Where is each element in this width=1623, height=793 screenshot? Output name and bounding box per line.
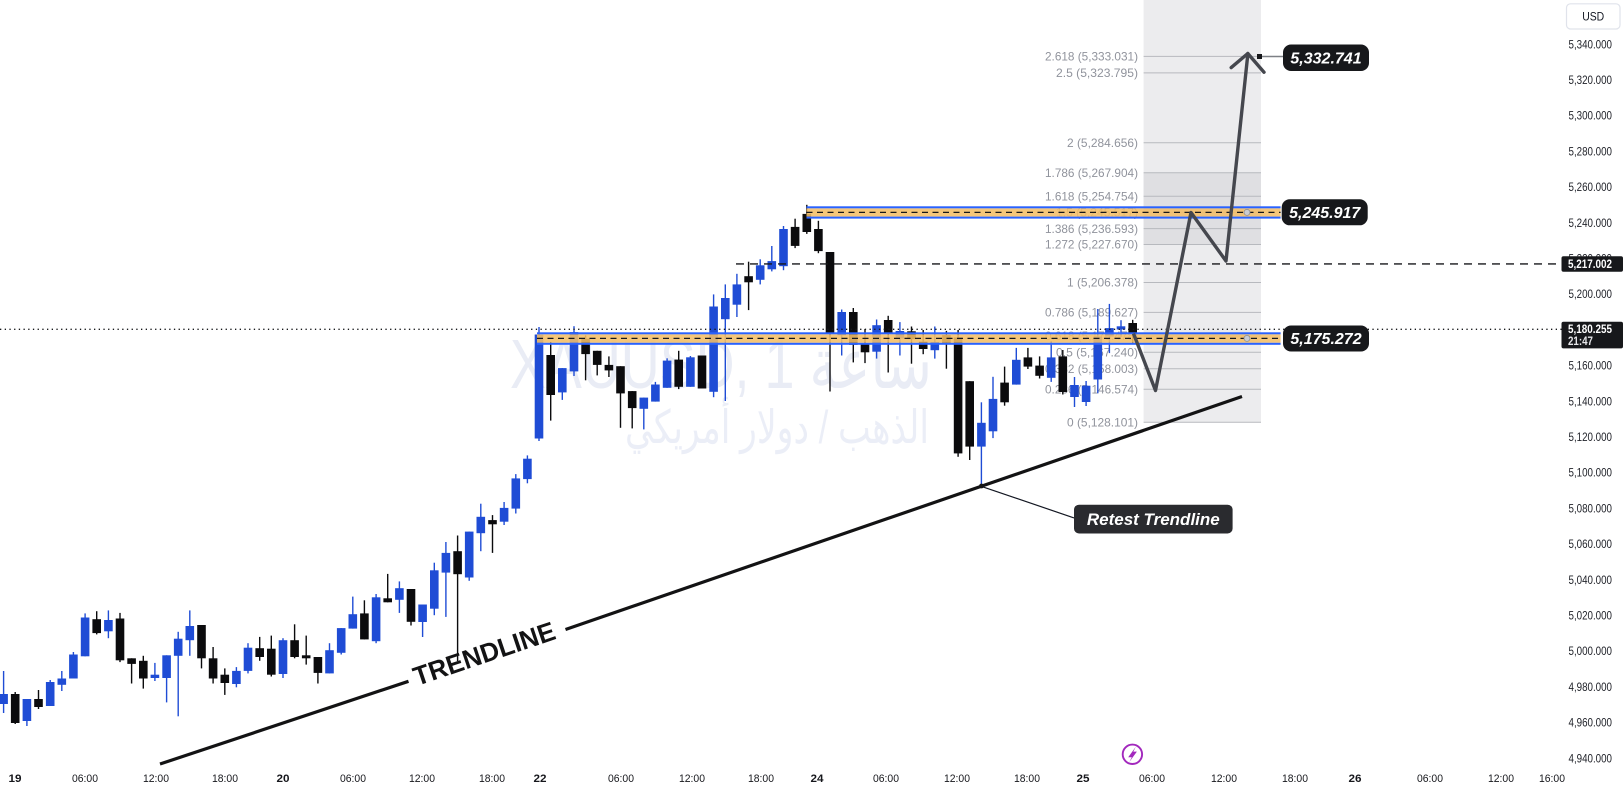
svg-text:12:00: 12:00	[679, 773, 705, 785]
svg-text:1 (5,206.378): 1 (5,206.378)	[1067, 276, 1138, 290]
svg-text:5,217.002: 5,217.002	[1568, 257, 1612, 271]
svg-text:2.5 (5,323.795): 2.5 (5,323.795)	[1056, 66, 1138, 80]
svg-text:5,080.000: 5,080.000	[1569, 501, 1613, 515]
svg-text:2 (5,284.656): 2 (5,284.656)	[1067, 136, 1138, 150]
svg-text:5,320.000: 5,320.000	[1569, 73, 1613, 87]
svg-text:12:00: 12:00	[944, 773, 970, 785]
svg-text:5,000.000: 5,000.000	[1569, 644, 1613, 658]
svg-text:06:00: 06:00	[340, 773, 366, 785]
svg-text:22: 22	[534, 773, 547, 785]
svg-text:5,040.000: 5,040.000	[1569, 573, 1613, 587]
svg-text:2.618 (5,333.031): 2.618 (5,333.031)	[1045, 50, 1138, 64]
svg-text:5,160.000: 5,160.000	[1569, 359, 1613, 373]
svg-text:06:00: 06:00	[873, 773, 899, 785]
svg-text:5,240.000: 5,240.000	[1569, 216, 1613, 230]
svg-text:0.786 (5,189.627): 0.786 (5,189.627)	[1045, 306, 1138, 320]
svg-text:06:00: 06:00	[608, 773, 634, 785]
svg-text:06:00: 06:00	[1139, 773, 1165, 785]
svg-text:18:00: 18:00	[748, 773, 774, 785]
svg-text:18:00: 18:00	[479, 773, 505, 785]
svg-text:5,175.272: 5,175.272	[1290, 331, 1361, 348]
svg-text:19: 19	[9, 773, 22, 785]
svg-text:1.272 (5,227.670): 1.272 (5,227.670)	[1045, 238, 1138, 252]
svg-text:5,300.000: 5,300.000	[1569, 109, 1613, 123]
svg-text:18:00: 18:00	[212, 773, 238, 785]
svg-text:5,332.741: 5,332.741	[1290, 51, 1361, 68]
svg-text:21:47: 21:47	[1568, 334, 1593, 348]
svg-text:0.236 (5,146.574): 0.236 (5,146.574)	[1045, 382, 1138, 396]
svg-text:4,980.000: 4,980.000	[1569, 680, 1613, 694]
svg-text:06:00: 06:00	[72, 773, 98, 785]
svg-text:5,280.000: 5,280.000	[1569, 144, 1613, 158]
svg-text:16:00: 16:00	[1539, 773, 1565, 785]
svg-text:18:00: 18:00	[1014, 773, 1040, 785]
svg-text:12:00: 12:00	[409, 773, 435, 785]
svg-text:5,260.000: 5,260.000	[1569, 180, 1613, 194]
svg-text:0.382 (5,158.003): 0.382 (5,158.003)	[1045, 362, 1138, 376]
svg-text:26: 26	[1349, 773, 1362, 785]
svg-text:12:00: 12:00	[1211, 773, 1237, 785]
svg-text:5,340.000: 5,340.000	[1569, 37, 1613, 51]
svg-text:0 (5,128.101): 0 (5,128.101)	[1067, 415, 1138, 429]
svg-text:25: 25	[1077, 773, 1090, 785]
svg-text:24: 24	[811, 773, 825, 785]
svg-text:5,140.000: 5,140.000	[1569, 394, 1613, 408]
svg-text:USD: USD	[1582, 10, 1604, 24]
svg-text:06:00: 06:00	[1417, 773, 1443, 785]
svg-text:12:00: 12:00	[1488, 773, 1514, 785]
svg-text:4,960.000: 4,960.000	[1569, 716, 1613, 730]
svg-text:5,120.000: 5,120.000	[1569, 430, 1613, 444]
svg-text:5,060.000: 5,060.000	[1569, 537, 1613, 551]
svg-text:5,200.000: 5,200.000	[1569, 287, 1613, 301]
svg-text:5,180.255: 5,180.255	[1568, 322, 1612, 336]
svg-text:Retest Trendline: Retest Trendline	[1087, 510, 1220, 529]
svg-text:20: 20	[277, 773, 290, 785]
svg-text:1.618 (5,254.754): 1.618 (5,254.754)	[1045, 189, 1138, 203]
svg-text:5,020.000: 5,020.000	[1569, 609, 1613, 623]
svg-text:1.786 (5,267.904): 1.786 (5,267.904)	[1045, 166, 1138, 180]
svg-text:4,940.000: 4,940.000	[1569, 751, 1613, 765]
svg-text:5,100.000: 5,100.000	[1569, 466, 1613, 480]
svg-text:12:00: 12:00	[143, 773, 169, 785]
svg-text:5,245.917: 5,245.917	[1289, 205, 1361, 222]
svg-text:18:00: 18:00	[1282, 773, 1308, 785]
svg-text:1.386 (5,236.593): 1.386 (5,236.593)	[1045, 222, 1138, 236]
svg-text:الذهب / دولار أمريكي: الذهب / دولار أمريكي	[625, 397, 929, 455]
